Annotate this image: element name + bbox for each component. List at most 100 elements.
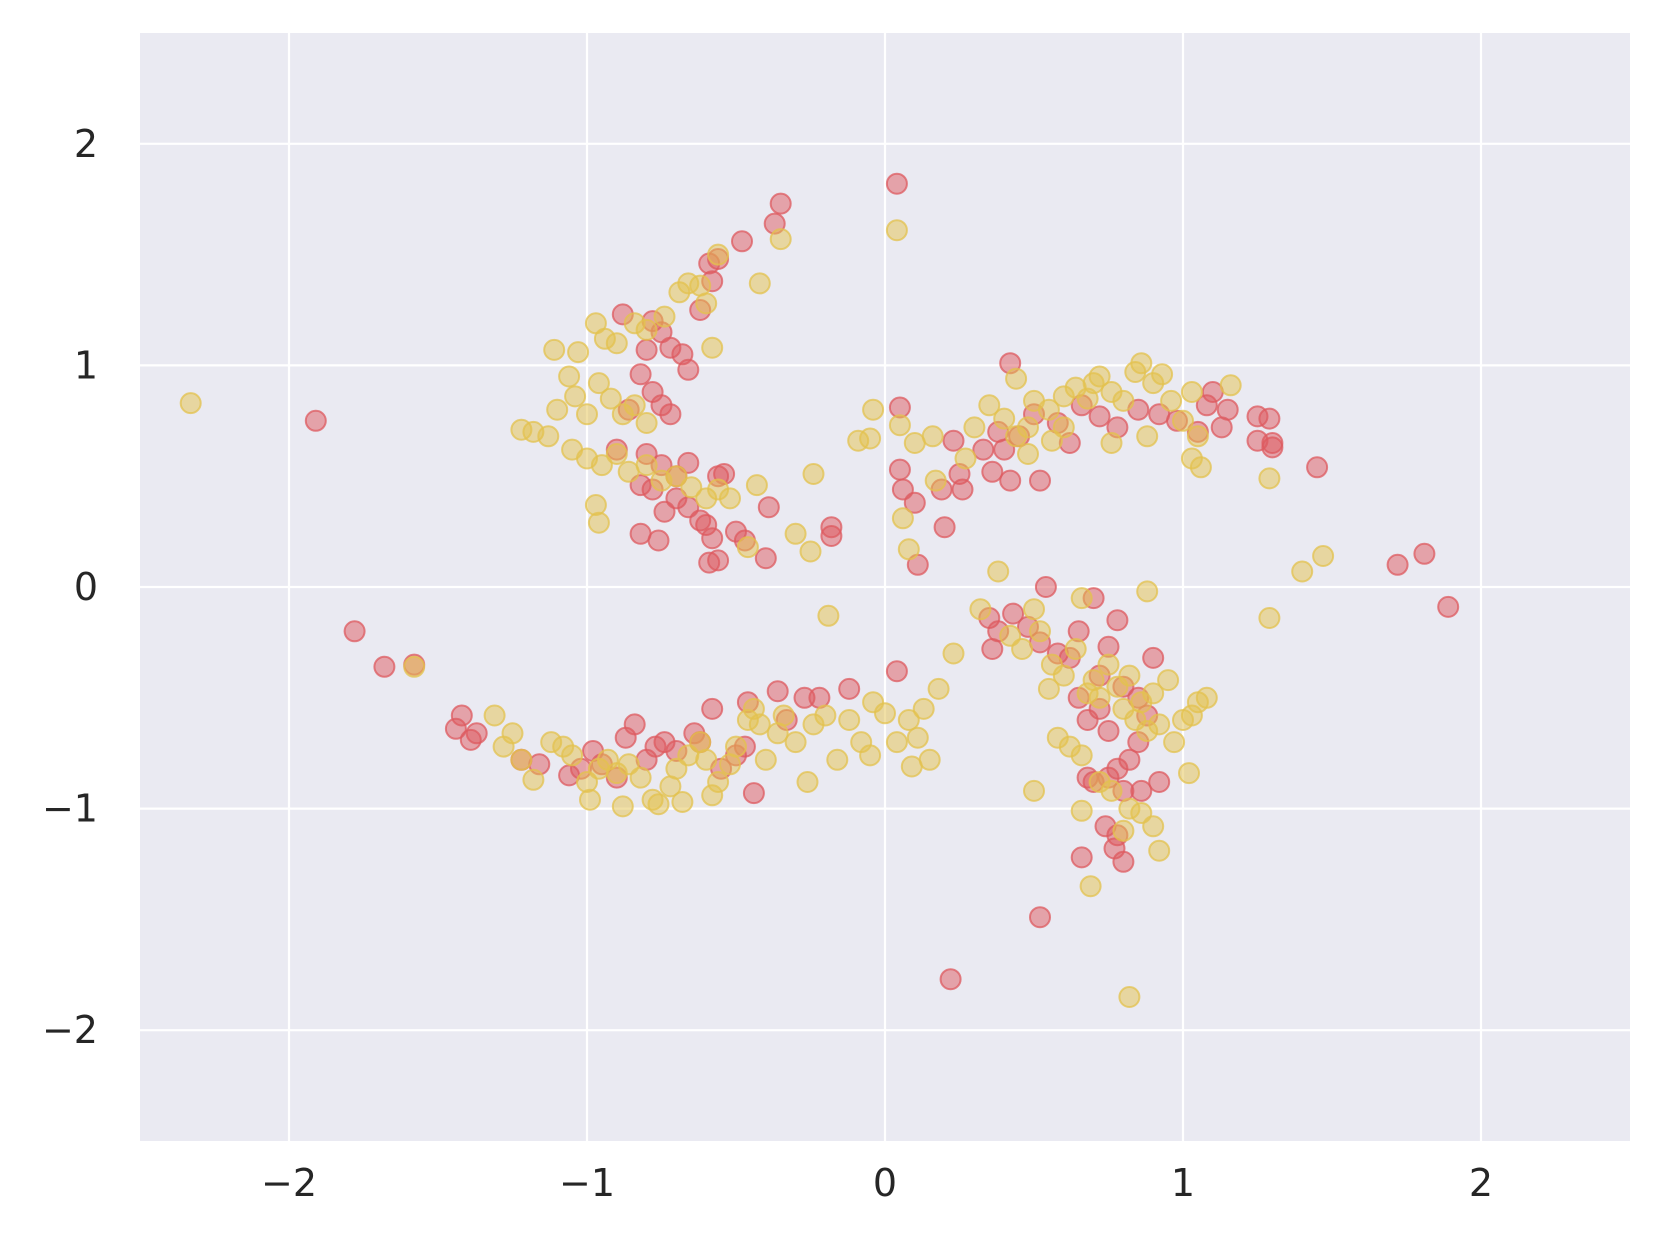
yellow-data-point	[1037, 398, 1060, 421]
yellow-data-point	[564, 385, 587, 408]
yellow-data-point	[874, 702, 896, 725]
yellow-data-point	[1017, 443, 1039, 465]
yellow-data-point	[579, 788, 601, 811]
yellow-data-point	[1151, 363, 1174, 386]
red-data-point	[942, 429, 965, 452]
yellow-data-point	[1130, 352, 1153, 375]
yellow-data-point	[1157, 669, 1180, 692]
yellow-data-point	[927, 677, 950, 700]
yellow-data-point	[1017, 416, 1039, 439]
yellow-data-point	[1005, 367, 1028, 390]
yellow-data-point	[1189, 456, 1212, 479]
red-data-point	[1306, 456, 1329, 479]
red-data-point	[1106, 609, 1129, 632]
yellow-data-point	[635, 412, 658, 434]
yellow-data-point	[1148, 839, 1171, 862]
red-data-point	[465, 722, 488, 745]
red-data-point	[1261, 436, 1284, 459]
yellow-data-point	[838, 709, 861, 731]
yellow-data-point	[1186, 425, 1209, 448]
yellow-data-point	[1097, 653, 1120, 676]
yellow-data-point	[754, 748, 777, 771]
red-data-point	[635, 338, 658, 361]
red-data-point	[766, 680, 789, 703]
red-data-point	[820, 525, 843, 547]
yellow-data-point	[862, 398, 885, 421]
yellow-data-point	[501, 722, 524, 745]
yellow-data-point	[1070, 799, 1093, 822]
red-data-point	[1034, 576, 1057, 598]
yellow-data-point	[987, 560, 1010, 583]
red-data-point	[647, 529, 670, 552]
red-data-point	[304, 409, 327, 432]
yellow-data-point	[1070, 744, 1093, 767]
yellow-data-point	[826, 748, 849, 771]
yellow-data-point	[647, 793, 670, 816]
yellow-data-point	[885, 731, 908, 754]
y-tick-label: −2	[42, 1008, 98, 1052]
yellow-data-point	[888, 414, 911, 437]
yellow-data-point	[954, 447, 977, 470]
yellow-data-point	[695, 748, 718, 771]
yellow-data-point	[605, 332, 628, 355]
yellow-data-point	[736, 536, 759, 559]
yellow-data-point	[543, 338, 566, 361]
yellow-data-point	[623, 394, 646, 417]
yellow-data-point	[772, 704, 795, 727]
yellow-data-point	[1070, 587, 1093, 610]
yellow-data-point	[814, 704, 837, 727]
yellow-data-point	[680, 476, 703, 499]
yellow-data-point	[942, 642, 965, 665]
yellow-data-point	[1195, 686, 1218, 709]
yellow-data-point	[1258, 467, 1281, 490]
yellow-data-point	[1046, 726, 1069, 749]
red-data-point	[933, 516, 956, 539]
yellow-data-point	[748, 713, 771, 736]
red-data-point	[769, 192, 792, 215]
x-tick-label: −2	[261, 1161, 317, 1205]
yellow-data-point	[796, 771, 819, 793]
yellow-data-point	[912, 697, 935, 720]
red-data-point	[885, 660, 908, 683]
yellow-data-point	[1100, 432, 1123, 454]
yellow-data-point	[1148, 713, 1171, 736]
yellow-data-point	[891, 507, 914, 530]
yellow-data-point	[719, 487, 741, 510]
red-data-point	[1437, 595, 1460, 618]
yellow-data-point	[1312, 545, 1335, 567]
yellow-data-point	[784, 522, 807, 545]
yellow-data-point	[1011, 638, 1034, 660]
yellow-data-point	[802, 463, 825, 485]
yellow-data-point	[671, 791, 694, 813]
yellow-data-point	[1112, 389, 1135, 412]
yellow-data-point	[725, 735, 747, 758]
yellow-data-point	[1064, 638, 1087, 660]
yellow-data-point	[701, 336, 724, 359]
red-data-point	[888, 458, 911, 481]
yellow-data-point	[1142, 815, 1165, 838]
yellow-data-point	[403, 655, 426, 678]
yellow-data-point	[635, 454, 658, 477]
yellow-data-point	[483, 704, 506, 727]
yellow-data-point	[611, 795, 634, 818]
red-data-point	[701, 527, 724, 550]
yellow-data-point	[1142, 682, 1165, 705]
x-tick-label: 1	[1171, 1161, 1195, 1205]
yellow-data-point	[769, 228, 792, 251]
yellow-data-point	[748, 272, 771, 295]
red-data-point	[653, 500, 676, 523]
yellow-data-point	[179, 392, 202, 415]
yellow-data-point	[635, 318, 658, 341]
yellow-data-point	[561, 744, 584, 767]
red-data-point	[731, 230, 753, 253]
yellow-data-point	[969, 598, 992, 621]
yellow-data-point	[1023, 779, 1045, 802]
red-data-point	[885, 172, 908, 195]
data-points	[179, 172, 1460, 1008]
red-data-point	[1386, 553, 1409, 576]
yellow-data-point	[799, 540, 822, 563]
yellow-data-point	[1079, 875, 1102, 898]
yellow-data-point	[745, 474, 768, 497]
red-data-point	[757, 496, 780, 519]
red-data-point	[1097, 720, 1120, 742]
